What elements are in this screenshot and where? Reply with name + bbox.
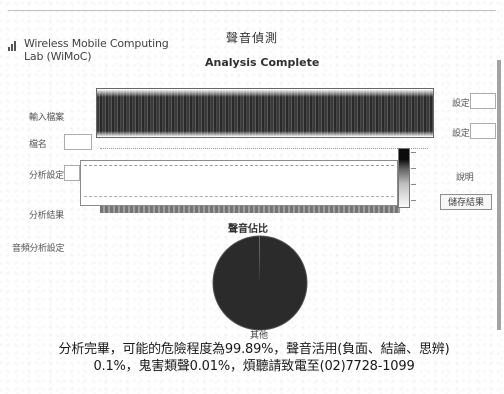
window-top-border <box>8 10 496 11</box>
colorbar-tick <box>411 168 416 169</box>
right-settings-label-2: 設定 <box>452 129 470 139</box>
signal-bars-icon <box>8 41 16 51</box>
analysis-summary: 分析完畢，可能的危險程度為99.89%，聲音活用(負面、結論、思辨) 0.1%，… <box>10 341 498 375</box>
app-title: 聲音偵測 <box>226 31 279 45</box>
intensity-colorbar <box>398 148 410 208</box>
pie-slice-label: 其他 <box>250 331 269 341</box>
right-settings-field-2[interactable] <box>470 123 496 139</box>
analysis-result-label: 分析結果 <box>29 211 64 221</box>
window-right-border <box>497 60 501 330</box>
settings-field[interactable] <box>64 165 80 181</box>
right-settings-label-1: 設定 <box>452 99 470 109</box>
spectrogram-footer-strip <box>100 206 400 213</box>
colorbar-tick <box>411 200 416 201</box>
analysis-status: Analysis Complete <box>205 56 320 69</box>
pie-chart <box>212 235 308 331</box>
save-result-button[interactable]: 儲存結果 <box>440 194 492 210</box>
org-name: Wireless Mobile Computing Lab (WiMoC) <box>24 37 169 63</box>
file-name-field[interactable] <box>64 134 92 150</box>
analysis-settings-label: 分析設定 <box>29 171 64 181</box>
colorbar-tick <box>411 152 416 153</box>
right-help-label: 說明 <box>456 173 474 183</box>
summary-line-2: 0.1%，鬼害類聲0.01%，煩聽請致電至(02)7728-1099 <box>93 359 415 374</box>
pie-outline <box>212 235 308 331</box>
waveform-display <box>96 88 434 138</box>
right-settings-field-1[interactable] <box>470 93 496 109</box>
colorbar-tick <box>411 184 416 185</box>
audio-settings-label: 音頻分析設定 <box>12 244 65 254</box>
spectrogram-display <box>80 160 398 206</box>
input-file-label: 輸入檔案 <box>29 113 64 123</box>
file-name-label: 檔名 <box>29 140 47 150</box>
chart-title: 聲音佔比 <box>228 224 268 235</box>
timeline-strip <box>100 148 428 150</box>
summary-line-1: 分析完畢，可能的危險程度為99.89%，聲音活用(負面、結論、思辨) <box>58 342 450 357</box>
